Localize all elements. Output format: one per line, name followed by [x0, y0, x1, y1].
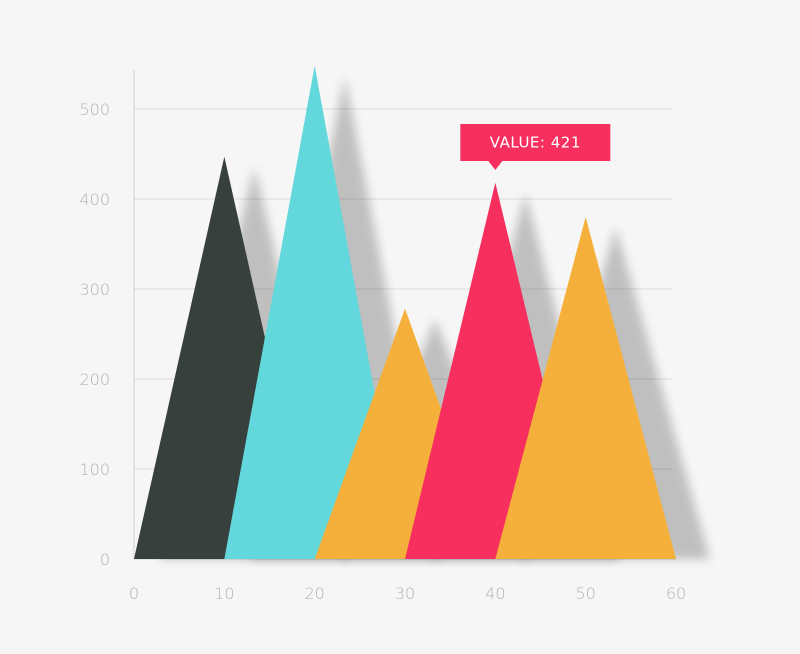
series-layer [134, 65, 676, 560]
x-tick-label: 30 [395, 584, 415, 603]
y-tick-label: 200 [79, 370, 110, 389]
x-tick-label: 0 [129, 584, 139, 603]
y-tick-label: 300 [79, 280, 110, 299]
y-tick-label: 100 [79, 460, 110, 479]
x-tick-label: 20 [304, 584, 324, 603]
tooltip-label: VALUE: 421 [490, 134, 581, 152]
x-tick-label: 60 [666, 584, 686, 603]
tooltip-box [460, 124, 611, 170]
x-tick-label: 10 [214, 584, 234, 603]
series-peak[interactable] [495, 217, 676, 559]
x-tick-label: 50 [575, 584, 595, 603]
x-tick-label: 40 [485, 584, 505, 603]
y-tick-label: 0 [100, 550, 110, 569]
y-tick-label: 500 [79, 100, 110, 119]
y-tick-label: 400 [79, 190, 110, 209]
tick-label-layer: 0 100 200 300 400 500 0 10 20 30 40 50 60 [79, 100, 686, 603]
value-tooltip: VALUE: 421 [460, 124, 611, 170]
